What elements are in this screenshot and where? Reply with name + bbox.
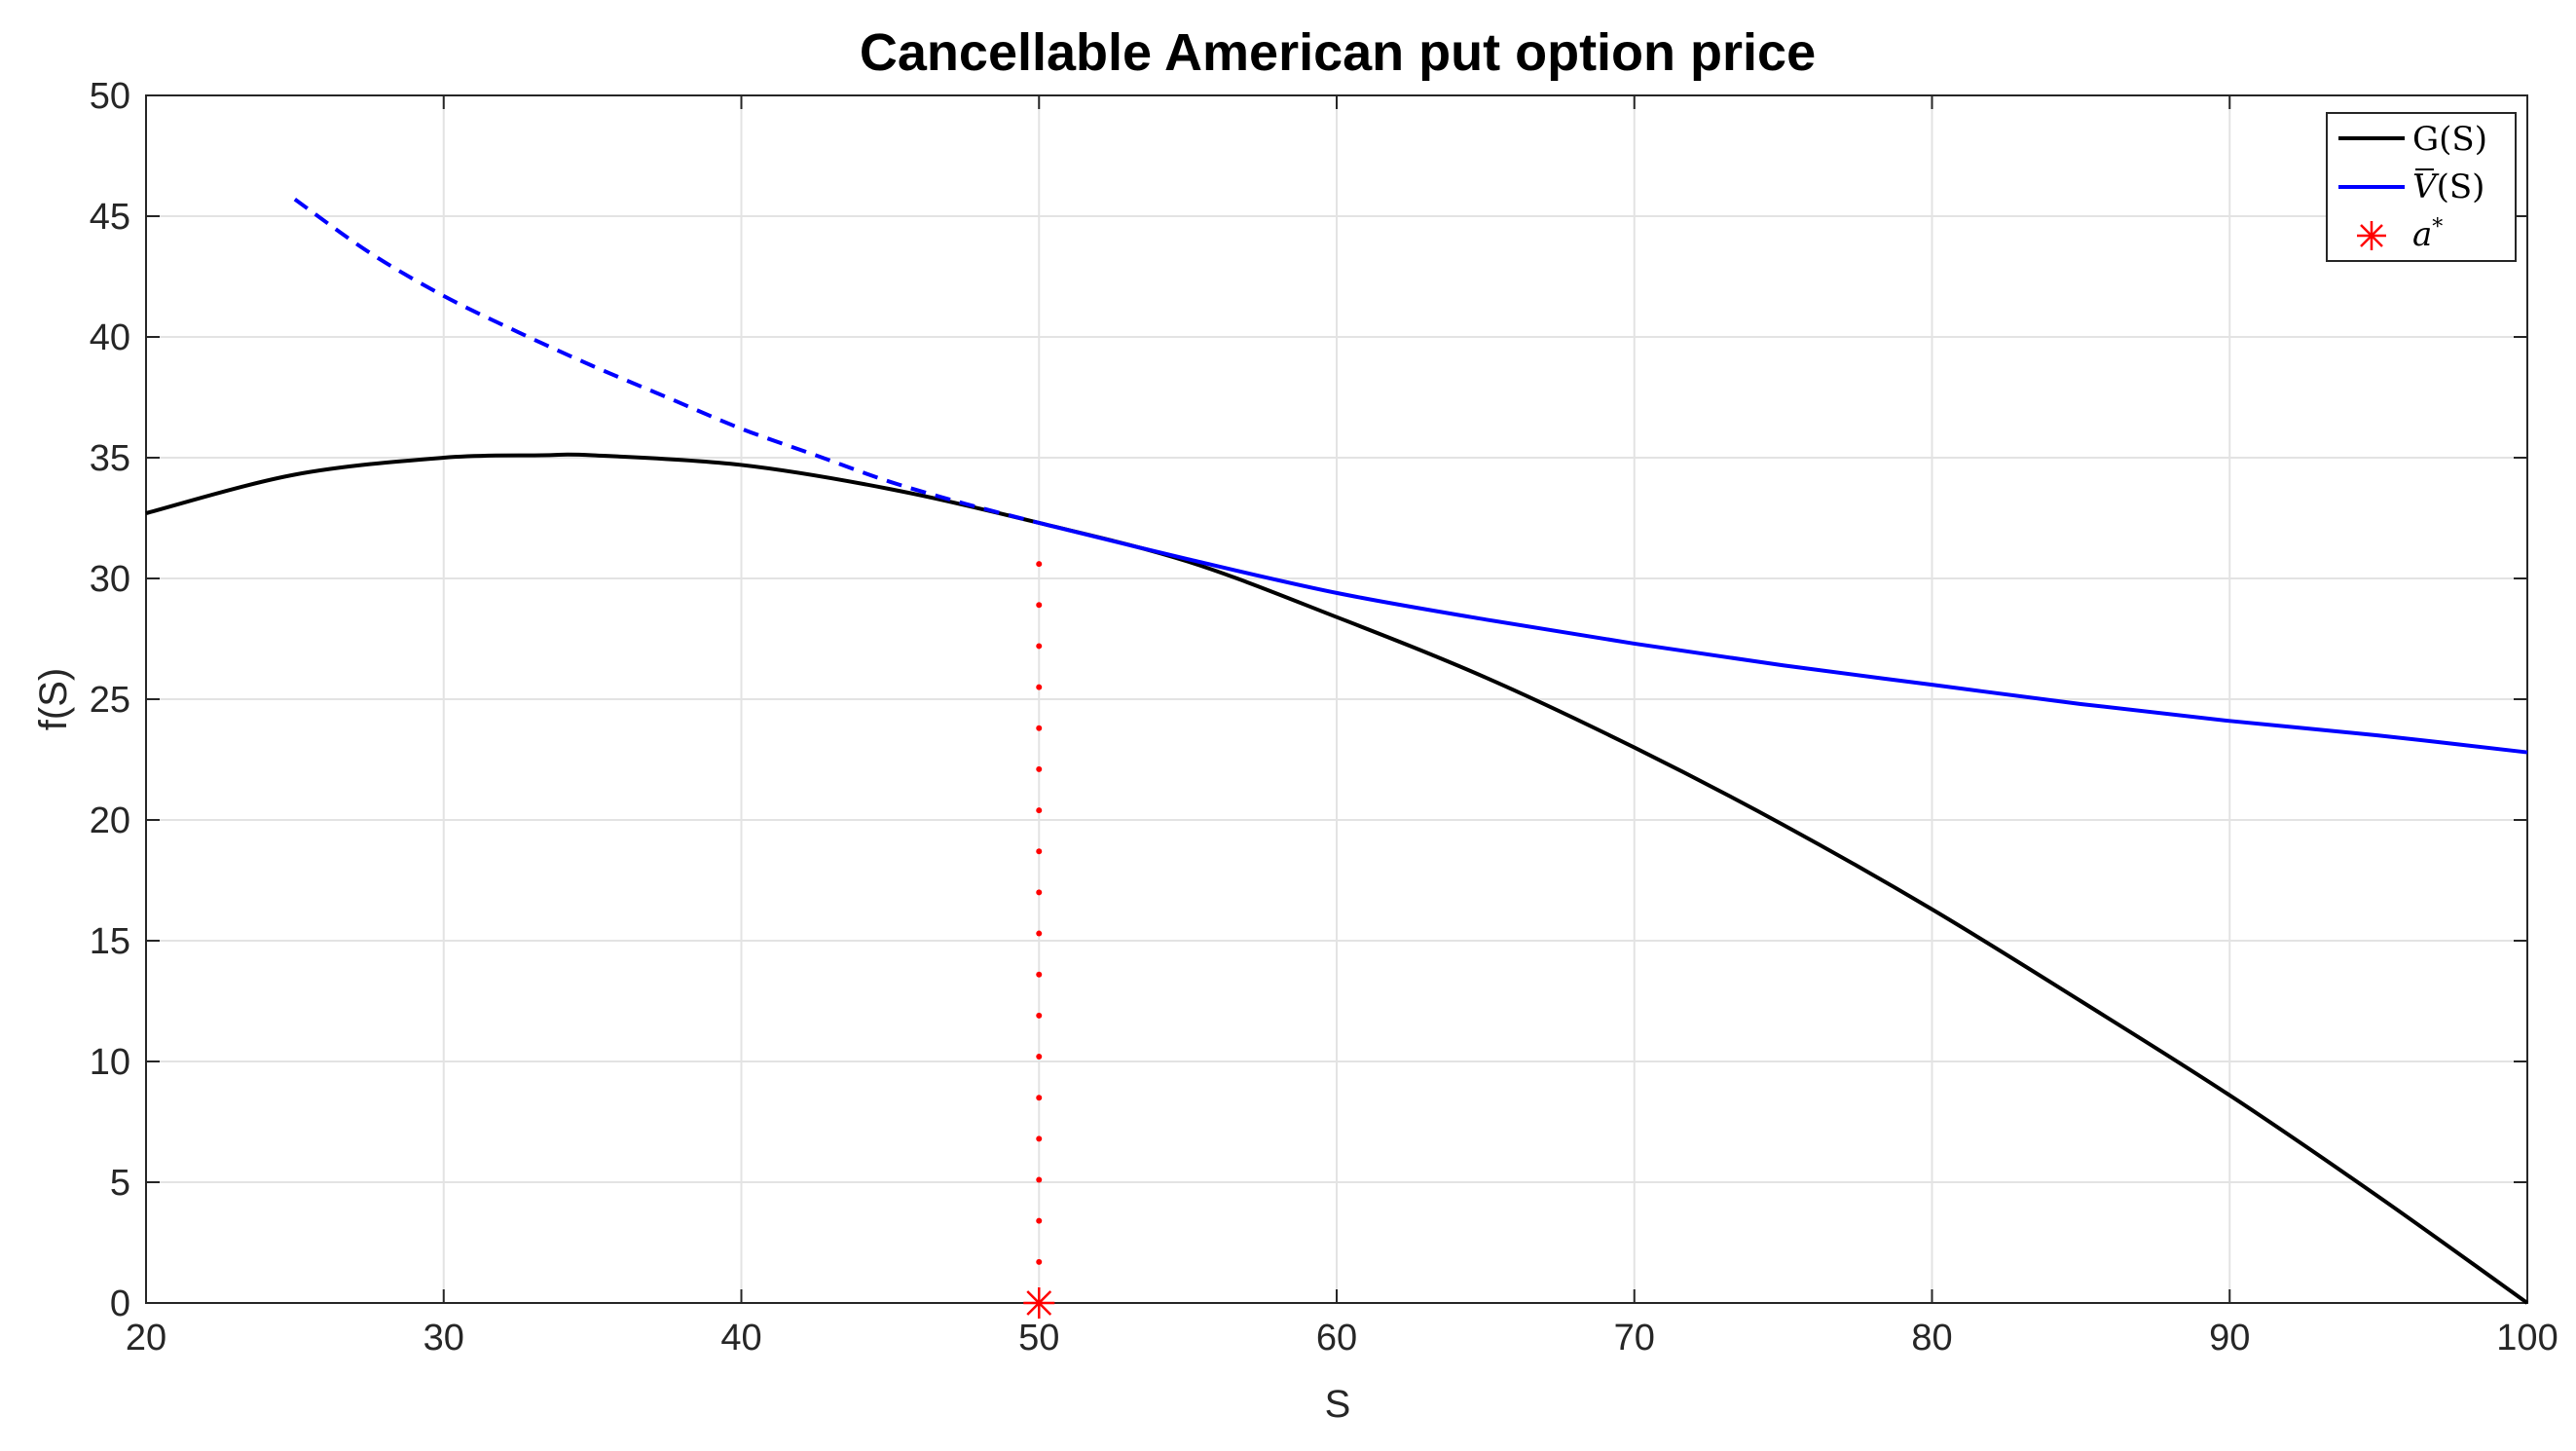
series-1 (1038, 521, 2528, 755)
threshold-dot (1036, 930, 1043, 937)
threshold-dot (1036, 1095, 1043, 1101)
y-tick-label: 15 (90, 921, 130, 962)
a-star-marker (1023, 1287, 1055, 1319)
threshold-dot (1036, 1258, 1043, 1265)
x-tick-label: 50 (1018, 1318, 1059, 1358)
x-tick-label: 100 (2496, 1318, 2558, 1358)
y-tick-label: 20 (90, 800, 130, 841)
y-tick-label: 5 (110, 1163, 130, 1204)
x-tick-label: 60 (1316, 1318, 1357, 1358)
legend-label-a: a* (2412, 215, 2443, 254)
y-tick-label: 0 (110, 1284, 130, 1324)
legend-label-a-main: a (2412, 215, 2432, 254)
series-0 (145, 452, 2529, 1305)
x-tick-label: 20 (126, 1318, 166, 1358)
x-tick-label: 80 (1911, 1318, 1952, 1358)
legend-label-a-sup: * (2432, 215, 2443, 240)
legend-label-v: V(S) (2412, 167, 2484, 206)
series-layer (145, 198, 2529, 1319)
threshold-dot (1036, 561, 1043, 568)
y-tick-label: 35 (90, 438, 130, 479)
threshold-dot (1036, 643, 1043, 650)
legend-label-g: G(S) (2412, 120, 2487, 159)
threshold-dot (1036, 807, 1043, 814)
y-tick-label: 50 (90, 76, 130, 117)
axis-ticks: 20 30 40 50 60 70 80 90 100 0 5 10 15 20 25 30 35 40 45 50 (90, 76, 2558, 1358)
x-tick-label: 90 (2209, 1318, 2250, 1358)
x-tick-label: 70 (1614, 1318, 1655, 1358)
y-tick-label: 45 (90, 197, 130, 238)
threshold-dot (1036, 971, 1043, 978)
y-tick-label: 10 (90, 1042, 130, 1083)
x-tick-label: 30 (423, 1318, 464, 1358)
y-axis-label: f(S) (32, 668, 75, 730)
legend-label-v-main: V (2412, 167, 2440, 206)
threshold-dot (1036, 848, 1043, 855)
series-line (1038, 521, 2528, 755)
threshold-dot (1036, 1054, 1043, 1060)
threshold-dot (1036, 1012, 1043, 1019)
chart-title: Cancellable American put option price (860, 23, 1816, 82)
threshold-dot (1036, 602, 1043, 609)
legend-label-v-arg: (S) (2437, 167, 2485, 206)
threshold-dot (1036, 1176, 1043, 1183)
threshold-dot (1036, 1217, 1043, 1224)
x-tick-label: 40 (720, 1318, 761, 1358)
legend-swatch-a-marker (2357, 221, 2386, 250)
y-tick-label: 25 (90, 680, 130, 721)
y-tick-label: 30 (90, 559, 130, 600)
threshold-dot (1036, 765, 1043, 772)
threshold-dot (1036, 1135, 1043, 1142)
y-tick-label: 40 (90, 317, 130, 358)
threshold-dot (1036, 889, 1043, 896)
series-2 (293, 198, 1040, 525)
series-line (145, 452, 2529, 1305)
series-line (293, 198, 1040, 525)
grid (145, 94, 2528, 1304)
series-4 (1036, 561, 1043, 1265)
x-axis-label: S (1325, 1383, 1351, 1426)
threshold-dot (1036, 684, 1043, 690)
threshold-dot (1036, 725, 1043, 731)
series-3 (1023, 1287, 1055, 1319)
legend: G(S) V(S) a* (2326, 112, 2517, 262)
